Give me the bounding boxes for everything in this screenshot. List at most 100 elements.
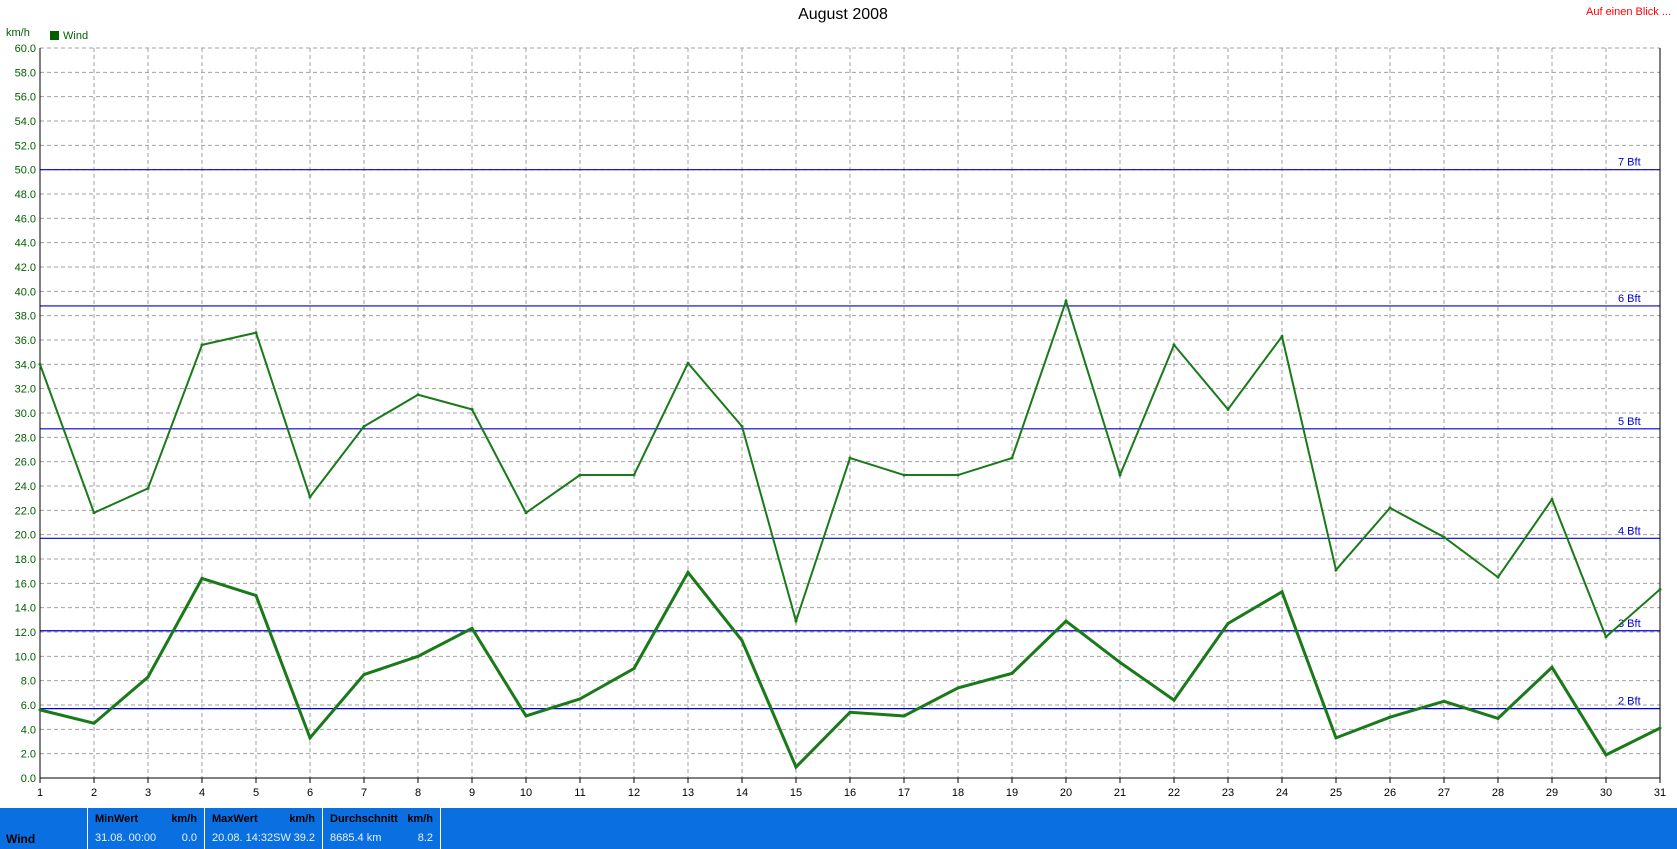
stat-avg-unit: km/h — [407, 813, 433, 825]
y-tick-label: 54.0 — [15, 116, 36, 128]
data-point-max — [956, 473, 960, 477]
data-point-average — [1550, 665, 1554, 669]
data-point-average — [740, 639, 744, 643]
data-point-average — [794, 765, 798, 769]
stat-row-label-cell: Wind — [0, 808, 88, 849]
y-tick-label: 50.0 — [15, 165, 36, 177]
reference-line-label: 4 Bft — [1618, 525, 1641, 537]
x-tick-label: 21 — [1114, 787, 1126, 799]
data-point-max — [1388, 506, 1392, 510]
data-point-average — [1496, 716, 1500, 720]
x-tick-label: 11 — [574, 787, 585, 799]
data-point-average — [1010, 671, 1014, 675]
data-point-max — [740, 424, 744, 428]
stat-min-unit: km/h — [171, 813, 197, 825]
data-point-max — [578, 473, 582, 477]
x-tick-label: 14 — [736, 787, 748, 799]
data-point-max — [254, 331, 258, 335]
legend[interactable]: Wind — [50, 30, 88, 42]
x-tick-label: 4 — [199, 787, 205, 799]
x-tick-label: 28 — [1492, 787, 1504, 799]
data-point-average — [578, 697, 582, 701]
data-point-average — [254, 594, 258, 597]
data-point-max — [794, 619, 798, 623]
reference-line-label: 2 Bft — [1618, 696, 1641, 708]
x-tick-label: 26 — [1384, 787, 1396, 799]
data-point-max — [470, 407, 474, 411]
stat-max-cell: MaxWert km/h 20.08. 14:32SW 39.2 — [205, 808, 323, 849]
y-tick-label: 12.0 — [15, 627, 36, 639]
reference-line-label: 5 Bft — [1618, 416, 1641, 428]
y-tick-label: 22.0 — [15, 505, 36, 517]
data-point-average — [1280, 590, 1284, 594]
y-tick-label: 16.0 — [15, 578, 36, 590]
data-point-average — [146, 675, 150, 679]
y-tick-label: 32.0 — [15, 384, 36, 396]
y-tick-label: 38.0 — [15, 311, 36, 323]
chart-title: August 2008 — [798, 6, 888, 23]
y-tick-label: 36.0 — [15, 335, 36, 347]
y-tick-label: 20.0 — [15, 530, 36, 542]
x-tick-label: 7 — [361, 787, 367, 799]
data-point-average — [1226, 621, 1230, 625]
reference-line-label: 7 Bft — [1618, 157, 1641, 169]
y-tick-label: 52.0 — [15, 140, 36, 152]
x-tick-label: 30 — [1600, 787, 1612, 799]
data-point-average — [524, 714, 528, 718]
y-tick-label: 4.0 — [21, 724, 36, 736]
data-point-average — [1388, 715, 1392, 719]
data-point-average — [362, 673, 366, 677]
data-point-max — [1280, 334, 1284, 338]
y-tick-label: 18.0 — [15, 554, 36, 566]
data-point-average — [416, 654, 420, 658]
data-point-max — [416, 393, 420, 397]
y-tick-label: 42.0 — [15, 262, 36, 274]
data-point-average — [848, 710, 852, 714]
data-point-average — [956, 686, 960, 690]
data-point-average — [1118, 660, 1122, 664]
data-point-max — [686, 361, 690, 365]
data-point-max — [200, 343, 204, 347]
data-point-max — [1496, 575, 1500, 579]
stat-min-cell: MinWert km/h 31.08. 00:00 0.0 — [88, 808, 205, 849]
data-point-max — [308, 495, 312, 499]
stat-max-header: MaxWert — [212, 813, 258, 825]
statistics-bar: Wind MinWert km/h 31.08. 00:00 0.0 MaxWert… — [0, 808, 1677, 849]
x-tick-label: 10 — [520, 787, 532, 799]
data-point-average — [1334, 736, 1338, 740]
y-tick-label: 46.0 — [15, 213, 36, 225]
x-tick-label: 3 — [145, 787, 151, 799]
x-tick-label: 25 — [1330, 787, 1342, 799]
data-point-max — [1658, 587, 1662, 591]
y-tick-label: 40.0 — [15, 286, 36, 298]
stat-avg-distance: 8685.4 km — [330, 832, 382, 844]
x-tick-label: 16 — [844, 787, 856, 799]
data-point-average — [686, 570, 690, 574]
data-point-average — [470, 626, 474, 630]
axes: 0.02.04.06.08.010.012.014.016.018.020.02… — [15, 43, 1667, 799]
x-tick-label: 27 — [1438, 787, 1450, 799]
data-point-average — [1064, 619, 1068, 623]
y-axis-unit-label: km/h — [6, 27, 30, 39]
data-point-max — [848, 456, 852, 460]
y-tick-label: 6.0 — [21, 700, 36, 712]
y-tick-label: 10.0 — [15, 651, 36, 663]
y-tick-label: 56.0 — [15, 92, 36, 104]
x-tick-label: 22 — [1168, 787, 1180, 799]
y-tick-label: 60.0 — [15, 43, 36, 55]
data-point-average — [1442, 699, 1446, 703]
series — [38, 297, 1662, 770]
x-tick-label: 31 — [1654, 787, 1666, 799]
overview-link[interactable]: Auf einen Blick ... — [1586, 6, 1671, 18]
x-tick-label: 18 — [952, 787, 964, 799]
data-point-average — [38, 708, 42, 712]
stat-avg-cell: Durchschnitt km/h 8685.4 km 8.2 — [323, 808, 441, 849]
stat-max-unit: km/h — [289, 813, 315, 825]
data-point-max — [1226, 407, 1230, 411]
stat-row-label: Wind — [6, 832, 36, 846]
x-tick-label: 29 — [1546, 787, 1558, 799]
stat-avg-value: 8.2 — [417, 832, 433, 844]
legend-swatch — [50, 31, 59, 40]
